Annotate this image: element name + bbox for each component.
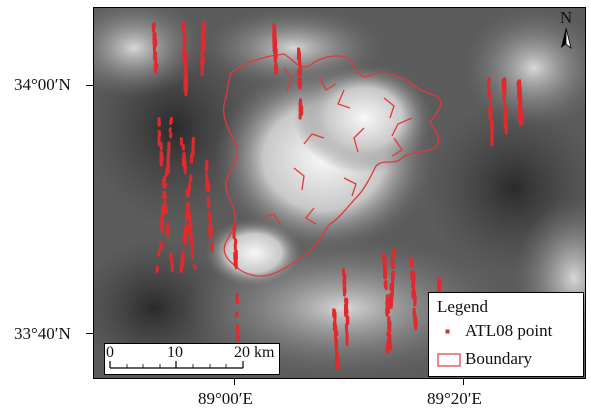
scale-label-10: 10	[167, 344, 183, 361]
scale-bar-graphic	[109, 361, 244, 369]
lat-label-33-40: 33°40′N	[14, 324, 71, 343]
lon-tick-89-20	[463, 379, 464, 385]
legend: Legend ATL08 point Boundary	[428, 292, 584, 377]
scale-label-20km: 20 km	[234, 344, 275, 361]
legend-boundary-icon	[437, 353, 461, 367]
map-frame	[93, 7, 586, 379]
north-arrow-icon	[561, 27, 572, 50]
legend-item-atl08-point: ATL08 point	[435, 321, 583, 343]
lat-label-34-00: 34°00′N	[14, 75, 71, 94]
legend-label-atl08-point: ATL08 point	[465, 321, 553, 340]
legend-dot-icon	[445, 329, 450, 334]
scale-bar: 0 10 20 km	[104, 343, 280, 375]
lat-tick-34-00	[86, 85, 93, 86]
lon-tick-89-00	[234, 379, 235, 385]
north-arrow: N	[553, 8, 579, 54]
lon-label-89-20: 89°20′E	[427, 389, 482, 408]
legend-title: Legend	[437, 297, 488, 316]
legend-item-boundary: Boundary	[435, 349, 583, 371]
north-label: N	[559, 8, 573, 27]
dem-map	[94, 8, 585, 378]
glacier-boundary	[222, 53, 442, 277]
lat-tick-33-40	[86, 333, 93, 334]
atl08-points	[151, 20, 524, 371]
legend-label-boundary: Boundary	[465, 349, 533, 368]
lon-label-89-00: 89°00′E	[198, 389, 253, 408]
scale-label-0: 0	[106, 344, 114, 361]
